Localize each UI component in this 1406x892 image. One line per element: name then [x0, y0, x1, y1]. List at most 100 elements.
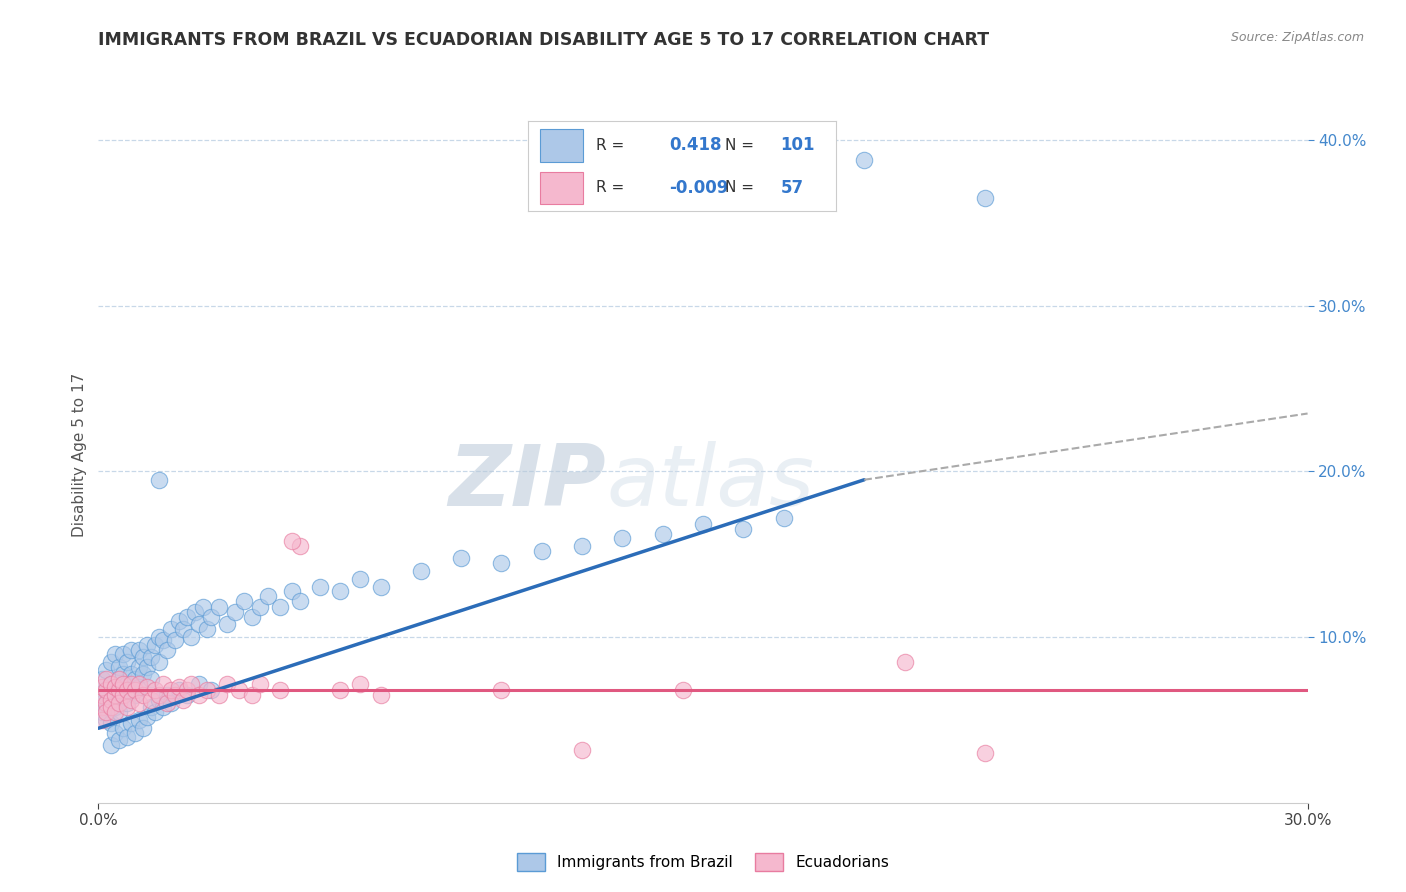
Point [167, 614, 190, 628]
Text: IMMIGRANTS FROM BRAZIL VS ECUADORIAN DISABILITY AGE 5 TO 17 CORRELATION CHART: IMMIGRANTS FROM BRAZIL VS ECUADORIAN DIS… [98, 31, 990, 49]
Point [100, 676, 122, 690]
Point [100, 693, 122, 707]
Point [269, 600, 291, 615]
Point [103, 688, 125, 702]
Point [135, 709, 157, 723]
Point [100, 655, 122, 669]
Text: atlas: atlas [606, 442, 814, 524]
Point [148, 630, 170, 644]
Point [124, 672, 146, 686]
Point [107, 732, 129, 747]
Point [172, 622, 194, 636]
Point [120, 716, 142, 731]
Point [91, 713, 114, 727]
Point [96, 705, 118, 719]
Point [188, 688, 211, 702]
Point [152, 676, 174, 690]
Point [120, 676, 142, 690]
Point [107, 683, 129, 698]
Point [249, 676, 271, 690]
Point [107, 672, 129, 686]
Point [152, 633, 174, 648]
Point [100, 716, 122, 731]
Point [135, 680, 157, 694]
Point [288, 593, 311, 607]
Point [329, 683, 352, 698]
Point [349, 572, 371, 586]
Point [91, 697, 114, 711]
Point [143, 683, 166, 698]
Point [269, 683, 291, 698]
Point [128, 697, 150, 711]
Point [370, 688, 392, 702]
Point [120, 666, 142, 681]
Point [208, 600, 231, 615]
Point [249, 600, 271, 615]
Point [217, 676, 239, 690]
Point [893, 655, 915, 669]
Point [160, 683, 183, 698]
Point [571, 539, 593, 553]
Point [156, 688, 179, 702]
Y-axis label: Disability Age 5 to 17: Disability Age 5 to 17 [72, 373, 87, 537]
Point [208, 688, 231, 702]
Point [193, 600, 215, 615]
Point [111, 676, 134, 690]
Point [103, 647, 125, 661]
Point [128, 643, 150, 657]
Point [111, 647, 134, 661]
Point [329, 583, 352, 598]
Point [103, 726, 125, 740]
Point [139, 672, 162, 686]
Point [135, 660, 157, 674]
Point [281, 583, 304, 598]
Point [148, 473, 170, 487]
Point [163, 633, 186, 648]
Point [240, 610, 263, 624]
Point [172, 693, 194, 707]
Point [132, 688, 155, 702]
Point [100, 676, 122, 690]
Point [107, 693, 129, 707]
Point [91, 672, 114, 686]
Point [143, 639, 166, 653]
Point [91, 688, 114, 702]
Point [103, 688, 125, 702]
Point [853, 153, 876, 167]
Point [128, 680, 150, 694]
Point [128, 660, 150, 674]
Point [176, 610, 198, 624]
Point [96, 683, 118, 698]
Point [733, 523, 755, 537]
Point [115, 699, 138, 714]
Point [103, 680, 125, 694]
Point [96, 699, 118, 714]
Point [160, 622, 183, 636]
Point [224, 605, 246, 619]
Point [132, 650, 155, 665]
Point [491, 683, 513, 698]
Point [612, 531, 634, 545]
Point [96, 663, 118, 677]
Point [409, 564, 432, 578]
Point [200, 610, 222, 624]
Point [195, 683, 218, 698]
Point [139, 693, 162, 707]
Point [152, 699, 174, 714]
Point [188, 616, 211, 631]
Point [91, 688, 114, 702]
Point [176, 688, 198, 702]
Point [651, 527, 673, 541]
Point [100, 693, 122, 707]
Point [160, 697, 183, 711]
Point [491, 556, 513, 570]
Point [240, 688, 263, 702]
Point [96, 683, 118, 698]
Point [111, 721, 134, 735]
Point [232, 593, 254, 607]
Point [111, 688, 134, 702]
Point [184, 605, 207, 619]
Point [156, 643, 179, 657]
Point [103, 680, 125, 694]
Point [91, 699, 114, 714]
